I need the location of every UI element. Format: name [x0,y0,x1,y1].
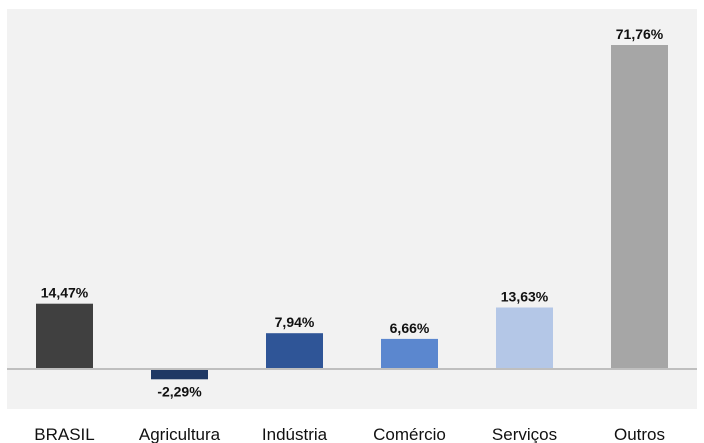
data-label-serviços: 13,63% [501,289,549,305]
bar-brasil [36,303,93,369]
bar-agricultura [151,369,208,380]
data-label-brasil: 14,47% [41,285,89,301]
data-label-agricultura: -2,29% [157,383,202,399]
bar-outros [611,45,668,369]
category-label-comércio: Comércio [373,425,446,443]
data-label-outros: 71,76% [616,26,664,42]
data-label-indústria: 7,94% [275,314,315,330]
category-label-brasil: BRASIL [34,425,94,443]
bar-indústria [266,333,323,369]
category-labels-layer: BRASIL Agricultura Indústria Comércio Serviç… [34,425,665,443]
bars-layer [36,45,668,380]
category-label-outros: Outros [614,425,665,443]
data-labels-layer: 14,47% -2,29% 7,94% 6,66% 13,63% 71,76% [41,26,664,399]
category-label-indústria: Indústria [262,425,328,443]
bar-serviços [496,307,553,369]
category-label-serviços: Serviços [492,425,557,443]
bar-comércio [381,338,438,369]
data-label-comércio: 6,66% [390,320,430,336]
category-label-agricultura: Agricultura [139,425,221,443]
plot-background [7,9,697,409]
